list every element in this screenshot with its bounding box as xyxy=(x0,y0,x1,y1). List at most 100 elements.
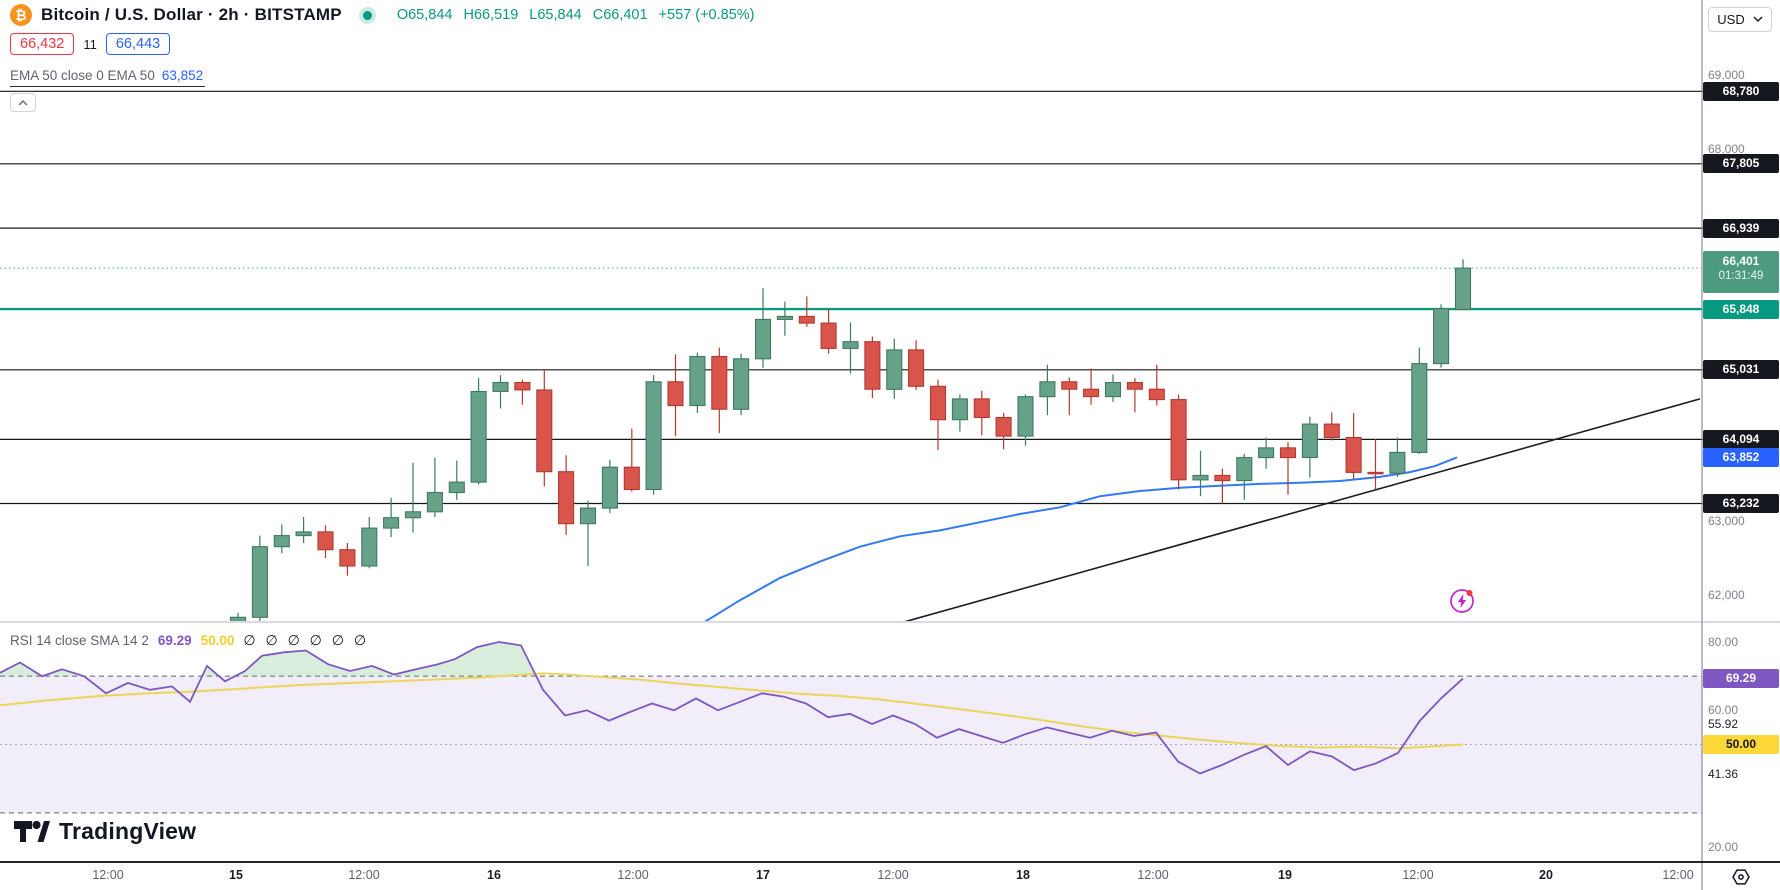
rsi-legend-label: RSI 14 close SMA 14 2 xyxy=(10,633,149,648)
tradingview-logo-icon xyxy=(14,820,50,842)
bar-countdown: 01:31:49 xyxy=(1718,270,1764,283)
collapse-legend-button[interactable] xyxy=(10,93,36,112)
currency-selector[interactable]: USD xyxy=(1708,7,1772,32)
time-axis-label: 12:00 xyxy=(348,868,380,882)
candle-up xyxy=(645,381,662,491)
candle-up xyxy=(295,531,312,537)
price-axis-tick: 62,000 xyxy=(1708,588,1745,602)
price-axis-badge-63232[interactable]: 63,232 xyxy=(1703,493,1779,513)
candle-up xyxy=(448,481,465,494)
rsi-axis-tick: 60.00 xyxy=(1708,703,1739,718)
rsi-sma-legend-value: 50.00 xyxy=(200,633,235,648)
time-axis-label: 12:00 xyxy=(92,868,124,882)
market-status-icon[interactable] xyxy=(358,6,376,24)
price-axis-badge-65031[interactable]: 65,031 xyxy=(1703,360,1779,380)
candle-down xyxy=(798,315,815,324)
time-axis-label: 12:00 xyxy=(877,868,909,882)
trendline-drawing[interactable] xyxy=(904,398,1701,622)
candle-up xyxy=(776,315,793,320)
spread-value: 11 xyxy=(83,36,97,52)
candle-down xyxy=(339,549,356,567)
candle-down xyxy=(973,398,990,419)
candle-up xyxy=(1454,267,1472,311)
candle-up xyxy=(492,381,509,392)
price-axis-badge-64094[interactable]: 64,094 xyxy=(1703,429,1779,449)
rsi-legend-value: 69.29 xyxy=(157,633,192,648)
price-axis-badge-66939[interactable]: 66,939 xyxy=(1703,218,1779,238)
candle-down xyxy=(1126,381,1143,390)
candle-down xyxy=(558,471,575,525)
candle-down xyxy=(317,531,334,551)
time-axis-label: 12:00 xyxy=(1137,868,1169,882)
ema-legend-value: 63,852 xyxy=(161,68,204,83)
flash-trade-icon[interactable] xyxy=(1450,589,1474,613)
price-axis-badge-68780[interactable]: 68,780 xyxy=(1703,81,1779,101)
candle-up xyxy=(689,355,706,407)
tradingview-logo[interactable]: TradingView xyxy=(14,818,196,845)
rsi-hidden-markers: ∅ ∅ ∅ ∅ ∅ ∅ xyxy=(243,632,370,648)
last-price-badge[interactable]: 66,401 01:31:49 xyxy=(1703,251,1779,294)
candle-up xyxy=(251,546,268,618)
ohlc-readout: O65,844 H66,519 L65,844 C66,401 +557 (+0… xyxy=(397,7,755,23)
candle-down xyxy=(995,416,1012,437)
candle-up xyxy=(1301,423,1318,459)
candle-up xyxy=(842,341,859,349)
rsi-axis-badge[interactable]: 50.00 xyxy=(1703,735,1779,754)
gear-icon xyxy=(1732,868,1750,885)
rsi-axis-tick: 41.36 xyxy=(1708,767,1739,782)
candle-up xyxy=(404,511,422,519)
price-axis-badge-65848[interactable]: 65,848 xyxy=(1703,299,1779,319)
candle-up xyxy=(1389,451,1406,474)
price-scale-settings-button[interactable] xyxy=(1727,866,1755,887)
candle-down xyxy=(1214,474,1231,482)
buy-price-button[interactable]: 66,443 xyxy=(105,33,171,55)
candle-up xyxy=(1104,381,1122,398)
price-axis-tick: 69,000 xyxy=(1708,68,1745,82)
ema50-line[interactable] xyxy=(704,456,1458,622)
rsi-axis-badge[interactable]: 69.29 xyxy=(1703,669,1779,689)
symbol-title[interactable]: Bitcoin / U.S. Dollar · 2h · BITSTAMP xyxy=(41,5,342,24)
price-axis-badge-67805[interactable]: 67,805 xyxy=(1703,154,1779,174)
candle-up xyxy=(579,507,597,525)
ohlc-low: L65,844 xyxy=(529,7,582,23)
symbol-legend-row[interactable]: ₿ Bitcoin / U.S. Dollar · 2h · BITSTAMP … xyxy=(10,4,754,26)
rsi-sma-line[interactable] xyxy=(0,672,1464,750)
candle-up xyxy=(1236,457,1253,482)
candle-up xyxy=(426,491,443,513)
candle-down xyxy=(820,322,837,349)
rsi-axis-tick: 55.92 xyxy=(1708,717,1739,732)
time-axis-label: 16 xyxy=(487,868,501,882)
rsi-overbought-fill xyxy=(0,662,42,677)
candle-down xyxy=(1345,436,1362,473)
time-axis-label: 18 xyxy=(1016,868,1030,882)
chevron-down-icon xyxy=(1753,16,1763,22)
candle-up xyxy=(1017,396,1034,437)
chevron-up-icon xyxy=(18,99,28,106)
rsi-axis-tick: 80.00 xyxy=(1708,635,1739,649)
price-axis-tick: 68,000 xyxy=(1708,142,1745,157)
price-axis-badge-63852[interactable]: 63,852 xyxy=(1703,447,1779,467)
rsi-legend-row[interactable]: RSI 14 close SMA 14 2 69.29 50.00 ∅ ∅ ∅ … xyxy=(10,632,369,649)
candle-up xyxy=(1258,447,1275,459)
candle-up xyxy=(383,517,400,529)
candle-up xyxy=(886,349,903,390)
time-axis-label: 12:00 xyxy=(1662,868,1694,882)
candle-up xyxy=(1411,363,1428,453)
rsi-overbought-fill xyxy=(42,669,84,677)
currency-selector-label: USD xyxy=(1717,12,1745,27)
ema-legend-row[interactable]: EMA 50 close 0 EMA 50 63,852 xyxy=(10,68,206,87)
time-axis-label: 19 xyxy=(1278,868,1292,882)
candle-up xyxy=(1433,308,1450,365)
candle-up xyxy=(951,398,968,421)
candlestick-series[interactable] xyxy=(229,259,1472,626)
sell-price-button[interactable]: 66,432 xyxy=(10,33,75,55)
candle-up xyxy=(273,535,290,548)
price-axis-tick: 63,000 xyxy=(1708,513,1745,528)
ohlc-change: +557 (+0.85%) xyxy=(658,7,755,23)
rsi-line[interactable] xyxy=(0,641,1464,775)
candle-down xyxy=(536,389,553,473)
ema-legend-label: EMA 50 close 0 EMA 50 xyxy=(10,68,155,83)
candle-up xyxy=(1192,474,1209,481)
